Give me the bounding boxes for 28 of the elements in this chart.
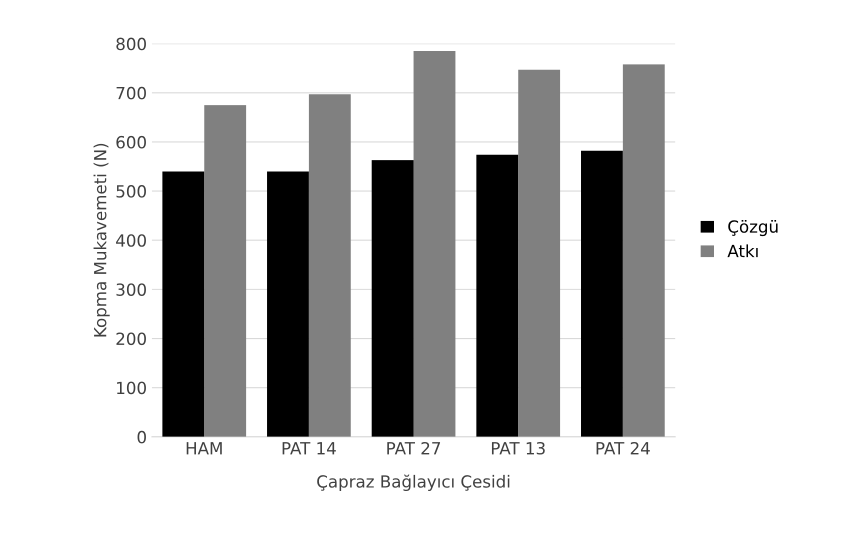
bar [476, 154, 518, 437]
y-tick-label: 700 [116, 86, 146, 100]
x-tick-label: PAT 24 [596, 442, 650, 454]
x-tick-label: PAT 13 [492, 442, 545, 455]
y-tick-label: 300 [116, 283, 146, 296]
bar [414, 51, 456, 437]
bar [518, 70, 560, 437]
bar [372, 160, 414, 437]
y-tick-label: 200 [116, 332, 146, 346]
x-axis-title: Çapraz Bağlayıcı Çesidi [317, 474, 510, 492]
bar [267, 171, 309, 437]
x-tick-label: HAM [186, 442, 222, 454]
bar [204, 105, 246, 437]
bar [162, 171, 204, 437]
y-tick-label: 800 [116, 38, 146, 50]
legend-label: Çözgü [728, 220, 778, 236]
y-tick-label: 0 [138, 430, 146, 444]
y-tick-label: 600 [116, 136, 146, 149]
y-tick-label: 500 [116, 185, 146, 198]
x-tick-label: PAT 27 [387, 442, 440, 454]
x-tick-label: PAT 14 [282, 442, 336, 454]
y-axis-title: Kopma Mukavemeti (N) [94, 144, 110, 336]
y-tick-label: 400 [116, 234, 146, 247]
y-tick-label: 100 [117, 382, 146, 394]
bar [622, 64, 665, 437]
bar [308, 94, 351, 437]
bar [581, 150, 623, 437]
legend-label: Atkı [727, 244, 758, 258]
